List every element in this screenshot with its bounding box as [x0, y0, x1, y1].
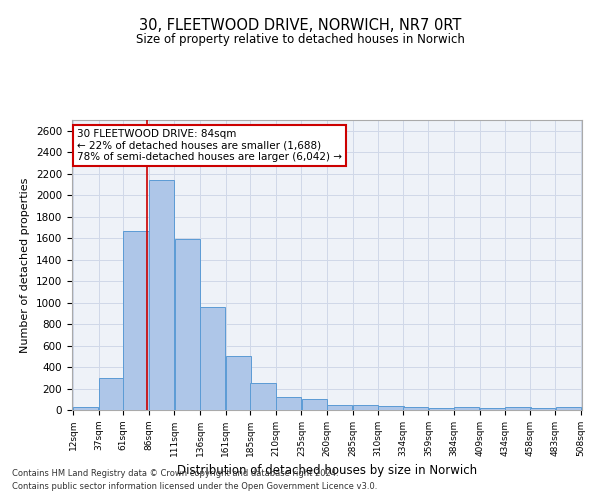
Bar — [73, 408, 98, 410]
Bar — [505, 407, 530, 410]
Bar — [250, 383, 275, 410]
Bar — [454, 407, 479, 410]
Bar — [226, 356, 251, 410]
X-axis label: Distribution of detached houses by size in Norwich: Distribution of detached houses by size … — [177, 464, 477, 477]
Bar — [353, 404, 378, 410]
Bar — [428, 408, 454, 410]
Bar — [124, 230, 149, 410]
Bar — [200, 307, 226, 410]
Text: 30, FLEETWOOD DRIVE, NORWICH, NR7 0RT: 30, FLEETWOOD DRIVE, NORWICH, NR7 0RT — [139, 18, 461, 32]
Y-axis label: Number of detached properties: Number of detached properties — [20, 178, 31, 352]
Text: 30 FLEETWOOD DRIVE: 84sqm
← 22% of detached houses are smaller (1,688)
78% of se: 30 FLEETWOOD DRIVE: 84sqm ← 22% of detac… — [77, 128, 342, 162]
Text: Contains public sector information licensed under the Open Government Licence v3: Contains public sector information licen… — [12, 482, 377, 491]
Bar — [327, 404, 352, 410]
Text: Size of property relative to detached houses in Norwich: Size of property relative to detached ho… — [136, 32, 464, 46]
Bar — [530, 408, 555, 410]
Bar — [149, 180, 174, 410]
Text: Contains HM Land Registry data © Crown copyright and database right 2024.: Contains HM Land Registry data © Crown c… — [12, 468, 338, 477]
Bar — [276, 397, 301, 410]
Bar — [556, 407, 581, 410]
Bar — [175, 239, 200, 410]
Bar — [403, 407, 428, 410]
Bar — [480, 408, 505, 410]
Bar — [99, 378, 124, 410]
Bar — [379, 406, 404, 410]
Bar — [302, 400, 327, 410]
